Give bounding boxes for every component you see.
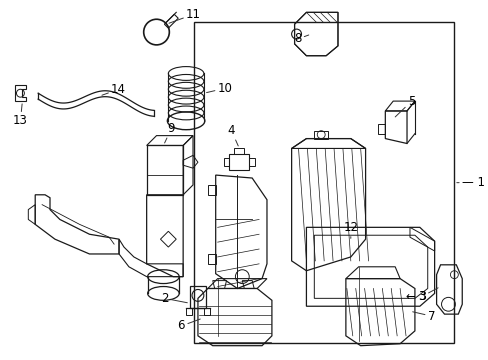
Text: 8: 8 [293,32,308,45]
Text: 9: 9 [164,122,175,143]
Text: 3: 3 [418,288,437,303]
Text: 11: 11 [169,8,201,23]
Text: 10: 10 [206,82,232,95]
Text: 6: 6 [177,319,200,333]
Text: 13: 13 [13,104,28,127]
Text: 7: 7 [412,310,434,323]
Text: — 1: — 1 [456,176,484,189]
Text: 2: 2 [161,292,187,305]
Text: ← 3: ← 3 [405,290,426,303]
Text: 14: 14 [102,83,126,96]
Text: 5: 5 [394,95,414,117]
Text: 12: 12 [343,221,358,238]
Bar [193,22,453,343]
Text: 4: 4 [227,124,238,146]
